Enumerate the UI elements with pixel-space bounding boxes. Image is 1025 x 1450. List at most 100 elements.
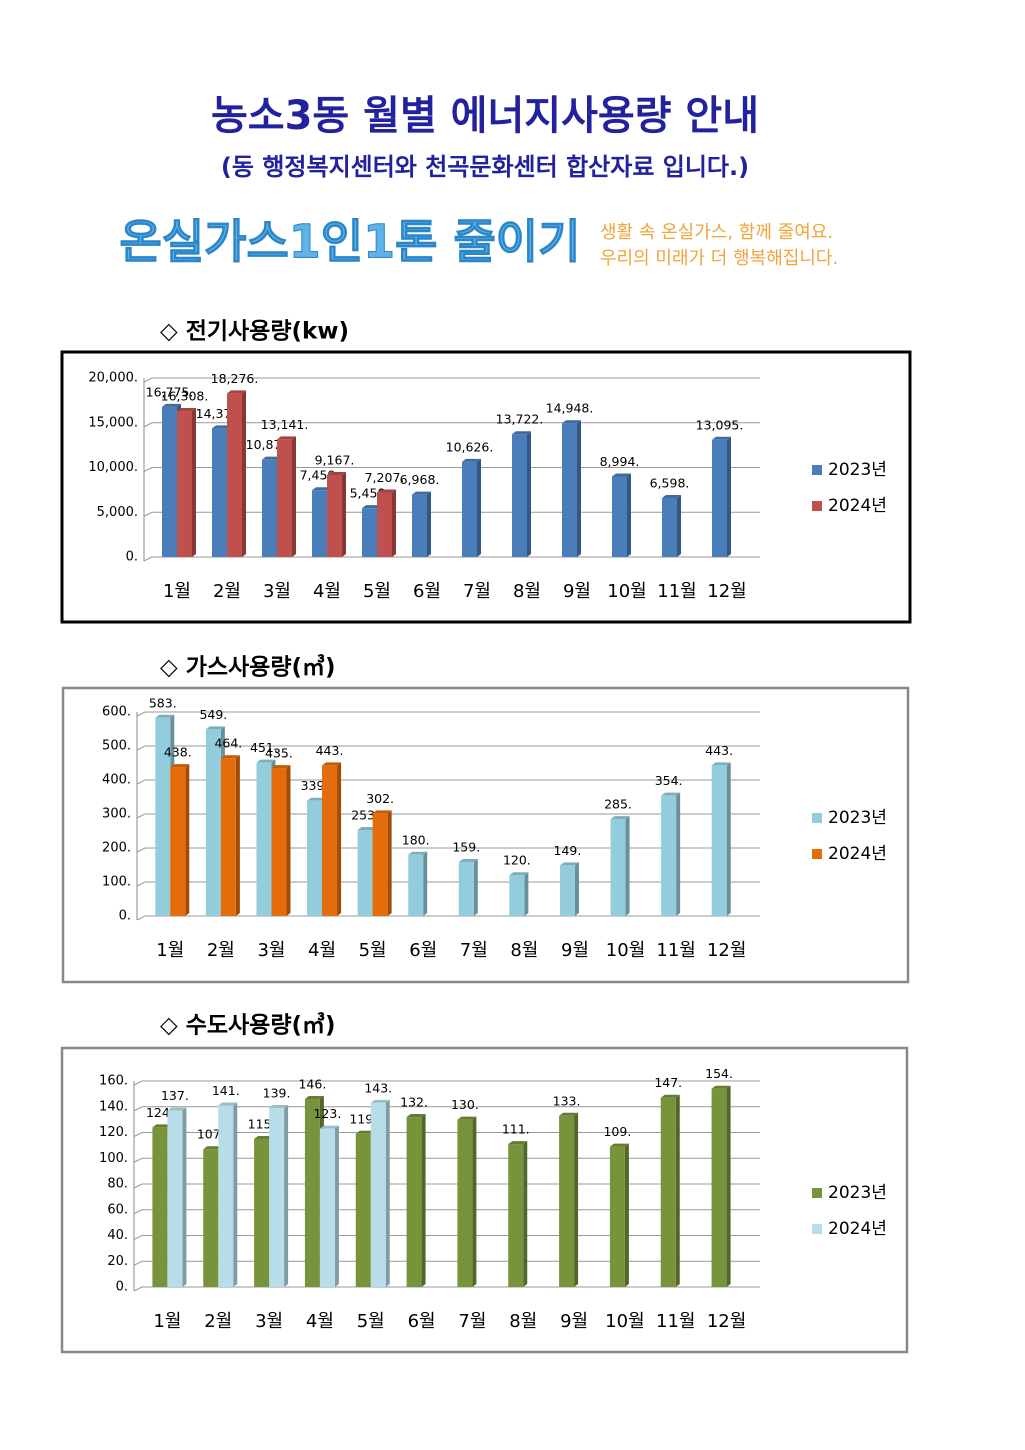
data-label: 139.	[263, 1086, 291, 1101]
bar-top	[559, 1112, 579, 1116]
data-label: 124.	[146, 1105, 174, 1120]
bar	[509, 875, 525, 916]
x-tick-label: 10월	[605, 1311, 644, 1332]
bar-side	[624, 1143, 629, 1287]
x-tick-label: 12월	[707, 940, 746, 961]
grid-line	[143, 467, 760, 472]
legend-swatch	[812, 1224, 822, 1234]
legend-label: 2024년	[828, 1219, 887, 1239]
x-tick-label: 2월	[204, 1311, 232, 1332]
bar-side	[421, 1114, 426, 1287]
bar	[319, 1128, 335, 1287]
data-label: 120.	[503, 853, 531, 868]
bar-top	[170, 764, 190, 768]
x-tick-label: 11월	[656, 1311, 695, 1332]
data-label: 180.	[402, 832, 430, 847]
bar-top	[377, 489, 396, 493]
legend-swatch	[812, 813, 822, 823]
bar	[177, 411, 192, 557]
bar-top	[162, 403, 181, 407]
grid-line	[136, 847, 760, 853]
x-tick-label: 9월	[563, 581, 591, 602]
data-label: 18,276.	[211, 371, 259, 386]
grid-line	[143, 377, 760, 383]
bar-top	[372, 810, 392, 814]
data-label: 16,308.	[161, 389, 209, 404]
bar-side	[527, 431, 531, 557]
data-label: 154.	[705, 1066, 733, 1081]
y-tick-label: 120.	[99, 1125, 128, 1140]
data-label: 115.	[248, 1116, 276, 1131]
x-tick-label: 8월	[513, 581, 541, 602]
y-tick-label: 400.	[102, 773, 131, 788]
bar-top	[660, 1094, 680, 1098]
x-tick-label: 7월	[458, 1311, 486, 1332]
bar-top	[406, 1114, 426, 1118]
x-tick-label: 12월	[707, 1311, 746, 1332]
x-tick-label: 7월	[463, 581, 491, 602]
bar-side	[477, 458, 481, 557]
bar-side	[392, 489, 396, 557]
bar-side	[192, 408, 196, 557]
y-tick-label: 0.	[119, 909, 131, 924]
bar-top	[254, 1135, 274, 1139]
grid-line	[133, 1286, 760, 1292]
bar	[277, 439, 292, 557]
data-label: 6,968.	[400, 472, 440, 487]
x-tick-label: 11월	[656, 940, 695, 961]
bar	[462, 461, 477, 557]
grid-line	[136, 711, 760, 717]
data-label: 435.	[265, 746, 293, 761]
y-tick-label: 100.	[99, 1151, 128, 1166]
bar	[377, 492, 392, 557]
bar-top	[612, 473, 631, 477]
data-label: 549.	[199, 707, 227, 722]
data-label: 107.	[197, 1127, 225, 1142]
bar	[408, 854, 424, 916]
bar-top	[167, 1107, 187, 1111]
data-label: 339.	[301, 778, 329, 793]
bar	[269, 1108, 285, 1287]
bar-side	[284, 1105, 289, 1287]
bar-side	[427, 491, 431, 557]
data-label: 14,948.	[546, 401, 594, 416]
bar	[167, 1110, 183, 1287]
data-label: 159.	[452, 839, 480, 854]
bar-side	[627, 473, 631, 557]
x-tick-label: 4월	[308, 940, 336, 961]
y-tick-label: 500.	[102, 739, 131, 754]
bar	[271, 768, 287, 916]
data-label: 133.	[553, 1093, 581, 1108]
bar	[205, 729, 221, 916]
bar-top	[508, 1141, 528, 1145]
bar-top	[322, 762, 342, 766]
bar	[559, 1115, 575, 1287]
x-tick-label: 5월	[359, 940, 387, 961]
grid-line	[143, 422, 760, 428]
bar-top	[327, 471, 346, 475]
bar-top	[307, 797, 327, 801]
data-label: 146.	[298, 1077, 326, 1092]
grid-line	[133, 1080, 760, 1086]
y-tick-label: 600.	[102, 705, 131, 720]
legend-label: 2023년	[828, 808, 887, 828]
grid-line	[133, 1235, 760, 1240]
bar-side	[423, 851, 428, 916]
bar-top	[357, 826, 377, 830]
y-tick-label: 20.	[107, 1254, 128, 1269]
x-tick-label: 2월	[213, 581, 241, 602]
x-tick-label: 3월	[255, 1311, 283, 1332]
bar	[218, 1105, 234, 1287]
y-tick-label: 40.	[107, 1228, 128, 1243]
bar	[512, 434, 527, 557]
bar-top	[319, 1125, 339, 1129]
x-tick-label: 3월	[257, 940, 285, 961]
y-tick-label: 100.	[102, 875, 131, 890]
bar-side	[286, 765, 291, 916]
bar	[362, 508, 377, 557]
y-tick-label: 0.	[116, 1280, 128, 1295]
grid-line	[133, 1157, 760, 1163]
bar	[609, 1146, 625, 1287]
bar	[711, 765, 727, 916]
data-label: 354.	[655, 773, 683, 788]
